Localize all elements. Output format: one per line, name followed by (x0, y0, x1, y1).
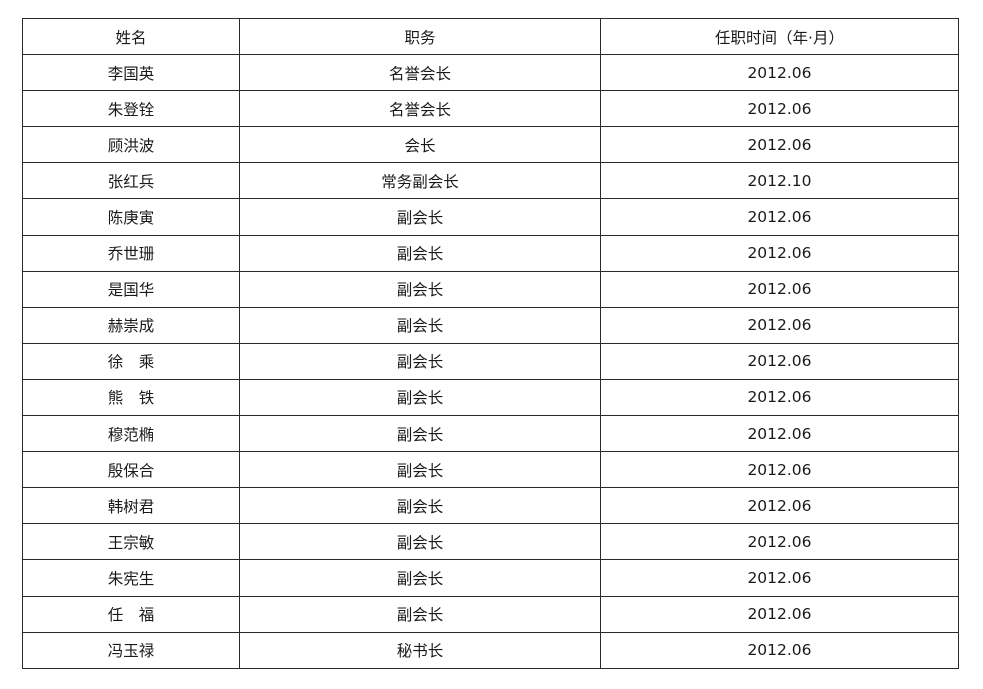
cell-position: 秘书长 (239, 631, 601, 669)
cell-position: 副会长 (239, 451, 601, 489)
cell-name: 张红兵 (22, 162, 240, 200)
cell-name: 韩树君 (22, 487, 240, 525)
table-row: 徐 乘副会长 2012.06 (22, 342, 959, 380)
cell-name: 李国英 (22, 54, 240, 92)
cell-position: 会长 (239, 126, 601, 164)
cell-name: 徐 乘 (22, 342, 240, 380)
header-name: 姓名 (22, 17, 240, 56)
cell-name: 陈庚寅 (22, 198, 240, 236)
cell-position: 副会长 (239, 270, 601, 308)
cell-position: 副会长 (239, 306, 601, 344)
cell-name: 赫崇成 (22, 306, 240, 344)
table-row: 陈庚寅 副会长 2012.06 (22, 198, 959, 236)
cell-term: 2012.06 (600, 234, 959, 272)
cell-position: 副会长 (239, 523, 601, 561)
cell-position: 名誉会长 (239, 90, 601, 128)
table-row: 是国华 副会长 2012.06 (22, 270, 959, 308)
table-row: 熊 铁副会长 2012.06 (22, 378, 959, 417)
cell-term: 2012.06 (600, 270, 959, 308)
cell-term: 2012.06 (600, 595, 959, 633)
cell-name: 殷保合 (22, 451, 240, 489)
cell-term: 2012.06 (600, 378, 959, 417)
cell-name: 顾洪波 (22, 126, 240, 164)
header-position: 职务 (239, 17, 601, 56)
cell-position: 副会长 (239, 378, 601, 417)
cell-name: 王宗敏 (22, 523, 240, 561)
cell-term: 2012.06 (600, 126, 959, 164)
cell-term: 2012.06 (600, 54, 959, 92)
cell-term: 2012.10 (600, 162, 959, 200)
cell-position: 副会长 (239, 342, 601, 380)
cell-term: 2012.06 (600, 487, 959, 525)
cell-name: 穆范椭 (22, 415, 240, 453)
cell-term: 2012.06 (600, 342, 959, 380)
cell-position: 副会长 (239, 487, 601, 525)
table-row: 朱登铨 名誉会长 2012.06 (22, 90, 959, 128)
table-row: 王宗敏 副会长 2012.06 (22, 523, 959, 561)
cell-term: 2012.06 (600, 415, 959, 453)
cell-position: 副会长 (239, 595, 601, 633)
cell-position: 副会长 (239, 198, 601, 236)
cell-name: 熊 铁 (22, 378, 240, 417)
cell-position: 名誉会长 (239, 54, 601, 92)
cell-term: 2012.06 (600, 90, 959, 128)
table-row: 顾洪波 会长 2012.06 (22, 126, 959, 164)
cell-name: 朱登铨 (22, 90, 240, 128)
cell-term: 2012.06 (600, 523, 959, 561)
cell-term: 2012.06 (600, 451, 959, 489)
cell-position: 副会长 (239, 559, 601, 597)
cell-term: 2012.06 (600, 559, 959, 597)
cell-name: 冯玉禄 (22, 631, 240, 669)
table-row: 朱宪生 副会长 2012.06 (22, 559, 959, 597)
officers-table: 姓名 职务 任职时间（年·月） 李国英 名誉会长 2012.06 朱登铨 名誉会长 201… (22, 17, 959, 669)
cell-term: 2012.06 (600, 631, 959, 669)
cell-position: 常务副会长 (239, 162, 601, 200)
table-row: 冯玉禄 秘书长 2012.06 (22, 631, 959, 669)
table-row: 赫崇成 副会长 2012.06 (22, 306, 959, 344)
cell-term: 2012.06 (600, 306, 959, 344)
table-row: 穆范椭 副会长 2012.06 (22, 415, 959, 453)
table-body: 李国英 名誉会长 2012.06 朱登铨 名誉会长 2012.06 顾洪波 会长 2012.06… (22, 54, 959, 669)
cell-name: 朱宪生 (22, 559, 240, 597)
table-row: 张红兵 常务副会长 2012.10 (22, 162, 959, 200)
cell-name: 乔世珊 (22, 234, 240, 272)
header-row: 姓名 职务 任职时间（年·月） (22, 17, 959, 56)
table-row: 乔世珊 副会长 2012.06 (22, 234, 959, 272)
header-term: 任职时间（年·月） (600, 17, 959, 56)
table-row: 韩树君 副会长 2012.06 (22, 487, 959, 525)
table-row: 李国英 名誉会长 2012.06 (22, 54, 959, 92)
cell-term: 2012.06 (600, 198, 959, 236)
cell-name: 任 福 (22, 595, 240, 633)
cell-position: 副会长 (239, 415, 601, 453)
cell-name: 是国华 (22, 270, 240, 308)
table-row: 任 福副会长 2012.06 (22, 595, 959, 633)
cell-position: 副会长 (239, 234, 601, 272)
table-row: 殷保合 副会长 2012.06 (22, 451, 959, 489)
